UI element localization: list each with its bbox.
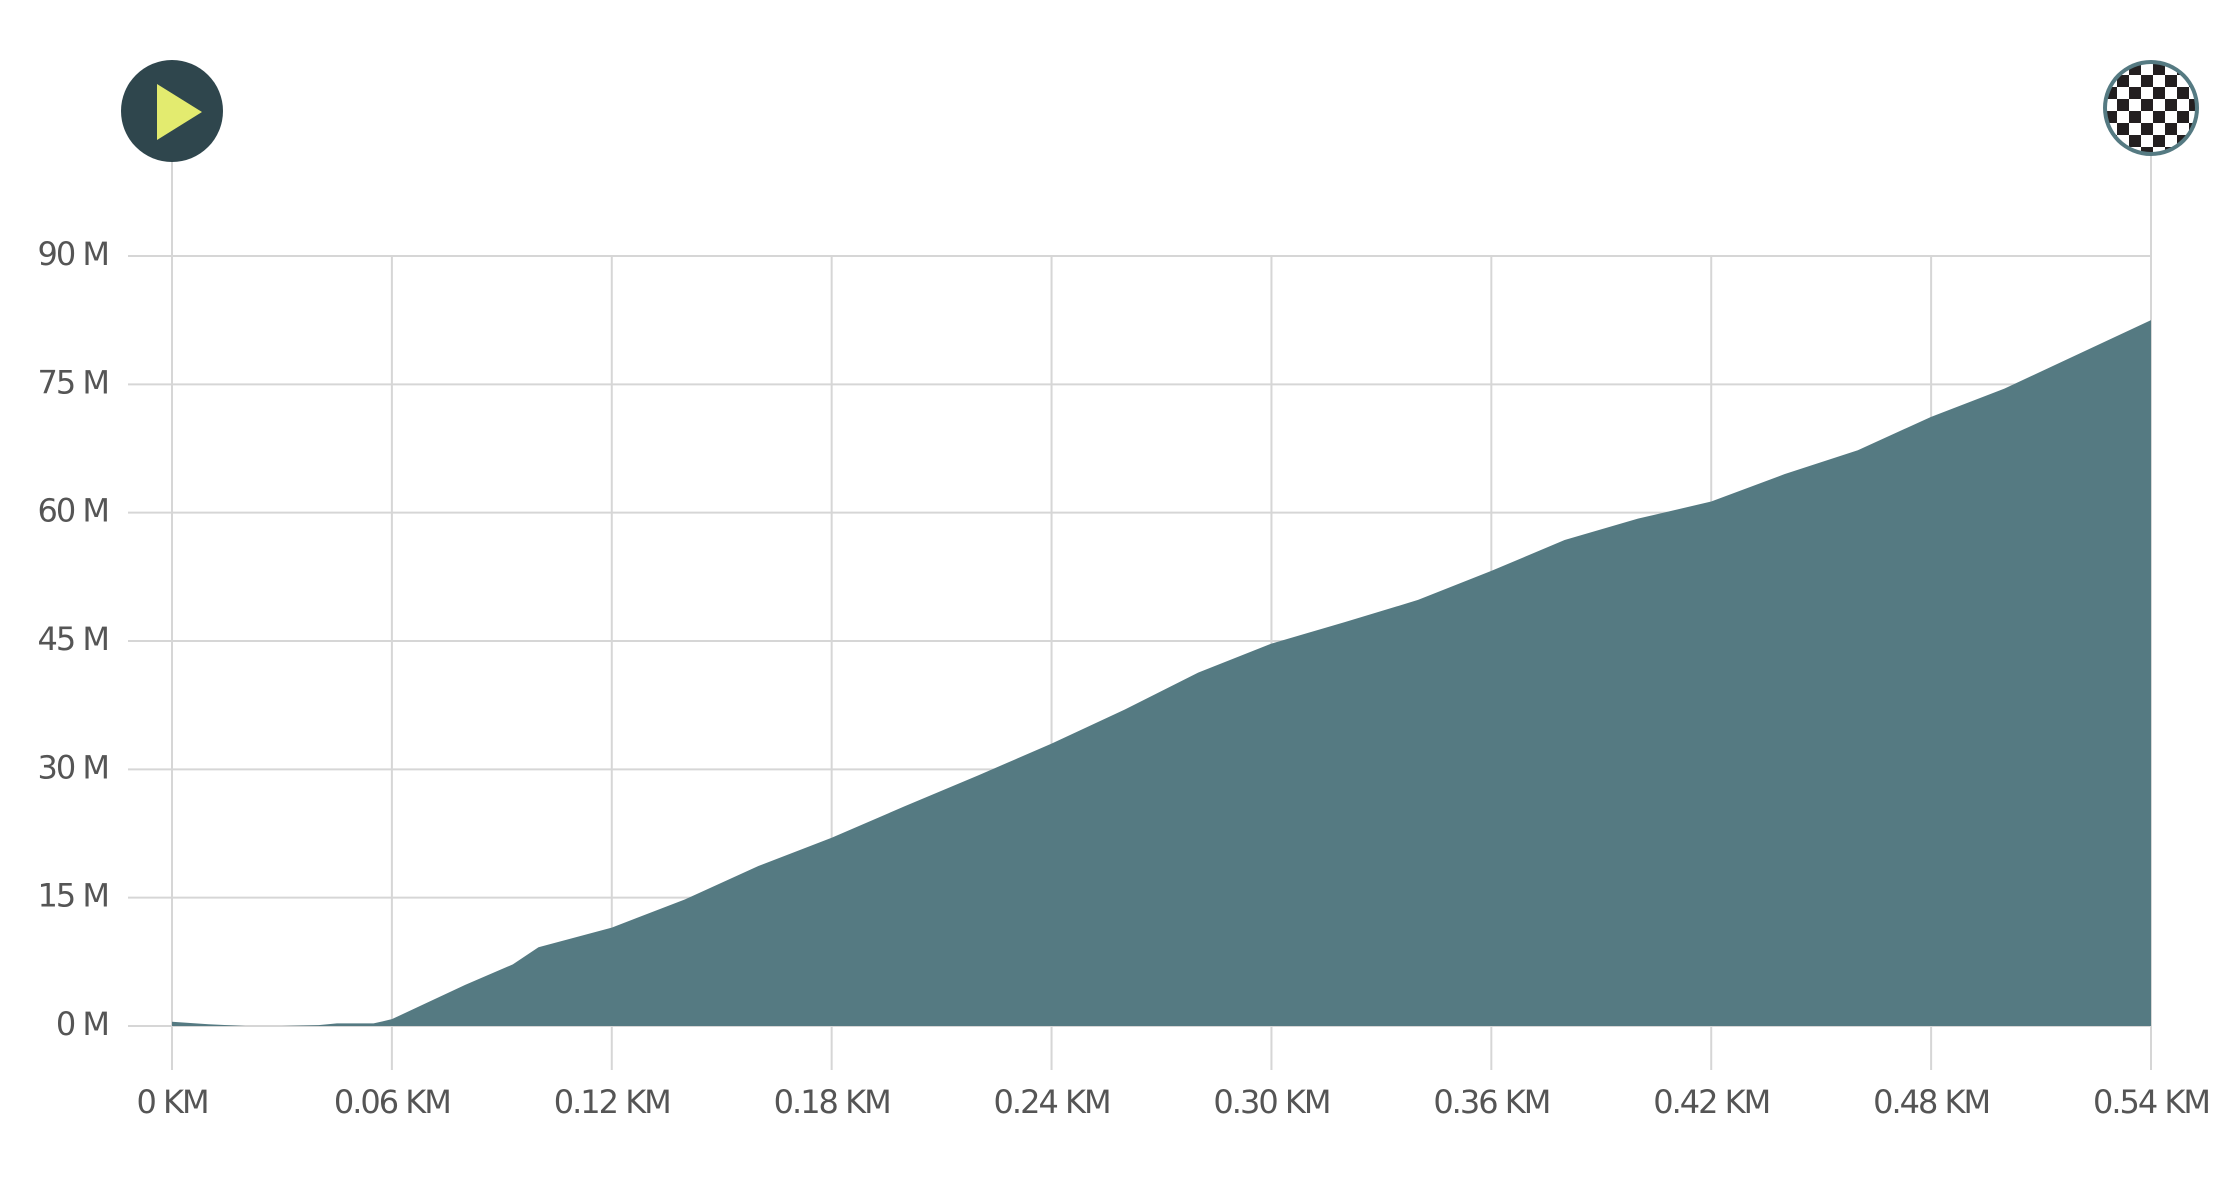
x-tick-label: 0 KM xyxy=(136,1083,207,1121)
y-tick-label: 75 M xyxy=(38,363,109,401)
start-icon xyxy=(121,60,223,162)
labels: 0 M 15 M 30 M 45 M 60 M 75 M 90 M 0 KM 0.06 KM 0.… xyxy=(38,235,2212,1121)
x-tick-label: 0.54 KM xyxy=(2093,1083,2209,1121)
y-tick-label: 45 M xyxy=(38,620,109,658)
y-tick-label: 90 M xyxy=(38,235,109,273)
x-tick-label: 0.18 KM xyxy=(774,1083,890,1121)
x-tick-label: 0.42 KM xyxy=(1653,1083,1769,1121)
y-tick-label: 60 M xyxy=(38,492,109,530)
y-tick-label: 15 M xyxy=(38,877,109,915)
x-tick-label: 0.48 KM xyxy=(1873,1083,1989,1121)
y-tick-label: 0 M xyxy=(56,1005,108,1043)
x-tick-label: 0.30 KM xyxy=(1213,1083,1329,1121)
x-tick-label: 0.24 KM xyxy=(994,1083,1110,1121)
x-tick-label: 0.36 KM xyxy=(1433,1083,1549,1121)
y-tick-label: 30 M xyxy=(38,748,109,786)
finish-icon xyxy=(2103,60,2199,156)
plot xyxy=(172,320,2151,1027)
x-tick-label: 0.12 KM xyxy=(554,1083,670,1121)
x-tick-label: 0.06 KM xyxy=(334,1083,450,1121)
elevation-area xyxy=(172,320,2151,1027)
